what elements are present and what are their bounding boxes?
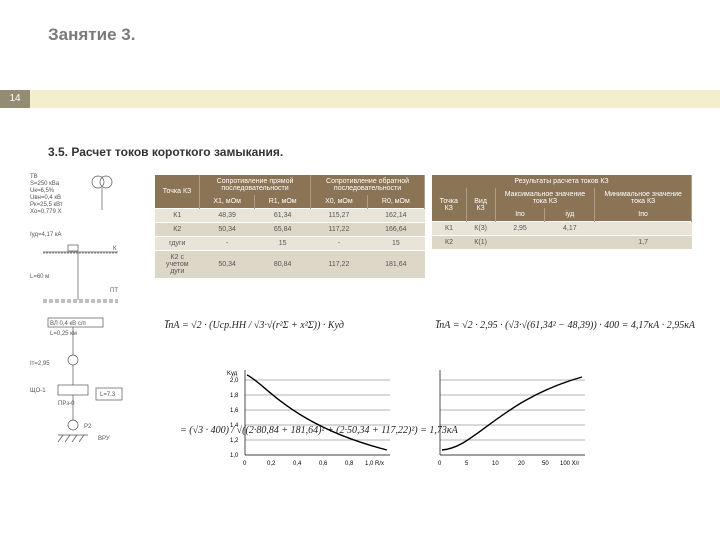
formula-1-left: I̅пА = √2 · (Uср.НН / √3·√(r²Σ + x²Σ)) ·… — [165, 320, 344, 331]
diag-lbl: Xо=0,779 Х — [30, 209, 62, 215]
tbl-right-body: К1К(3)2,954,17 К2К(1)1,7 — [432, 222, 692, 250]
diag-lbl: L=60 м — [30, 274, 49, 280]
th-r0: R0, мОм — [367, 195, 424, 209]
table-row: К1К(3)2,954,17 — [432, 222, 692, 236]
diag-lbl: ЩО-1 — [30, 388, 46, 394]
section-heading: 3.5. Расчет токов короткого замыкания. — [48, 145, 283, 159]
svg-text:1,0: 1,0 — [230, 453, 239, 459]
th-max: Максимальное значение тока КЗ — [495, 188, 595, 208]
svg-text:1,6: 1,6 — [230, 408, 239, 414]
table-row: rдуги-15-15 — [155, 237, 425, 251]
page-number: 14 — [0, 90, 30, 108]
graphs-row: Kуд 2,01,81,6 1,41,21,0 00,20,4 0,60,81,… — [225, 365, 590, 475]
th-x0: X0, мОм — [311, 195, 368, 209]
page-strip — [0, 90, 720, 108]
resistance-table: Точка КЗ Сопротивление прямой последоват… — [155, 175, 425, 278]
diag-lbl: Iуд=4,17 кА — [30, 232, 61, 238]
circuit-diagram: ТВ S=250 кВа Uк=6,5% Uвн=0,4 кВ Рк=25,5 … — [28, 170, 148, 450]
graph-left: Kуд 2,01,81,6 1,41,21,0 00,20,4 0,60,81,… — [225, 365, 395, 475]
diag-lbl: Uвн=0,4 кВ — [30, 195, 61, 201]
formula-row-2: = (√3 · 400) / √((2·80,84 + 181,64)² + (… — [180, 425, 690, 436]
diag-lbl: Р2 — [84, 424, 92, 430]
diag-lbl: S=250 кВа — [30, 181, 60, 187]
th-iud: iуд — [545, 208, 595, 222]
diag-lbl: ПТ — [110, 288, 118, 294]
svg-text:10: 10 — [492, 461, 499, 467]
svg-text:100 X/r: 100 X/r — [560, 461, 579, 467]
diag-lbl: ТВ — [30, 174, 38, 180]
diag-lbl: Uк=6,5% — [30, 188, 55, 194]
diag-lbl: ВЛ 0,4 кВ с/п — [50, 321, 86, 327]
svg-text:0,8: 0,8 — [345, 461, 354, 467]
th-pt: Точка КЗ — [432, 188, 466, 222]
graph-right: 0510 2050100 X/r — [420, 365, 590, 475]
th-pos-seq: Сопротивление прямой последовательности — [200, 175, 311, 195]
svg-text:1,8: 1,8 — [230, 393, 239, 399]
slide-title: Занятие 3. — [48, 25, 135, 45]
diag-lbl: L=0,25 км — [50, 331, 77, 337]
formula-1-right: I̅пА = √2 · 2,95 · (√3·√(61,34² − 48,39)… — [436, 320, 695, 331]
diag-lbl: L=7,3 — [100, 392, 116, 398]
formula-2: = (√3 · 400) / √((2·80,84 + 181,64)² + (… — [180, 425, 458, 436]
tbl-left-body: К148,3961,34115,27162,14 К250,3465,84117… — [155, 209, 425, 279]
diag-lbl: Iт=2,95 — [30, 361, 50, 367]
svg-text:2,0: 2,0 — [230, 378, 239, 384]
th-r1: R1, мОм — [255, 195, 311, 209]
diag-lbl: К — [113, 246, 117, 252]
svg-text:0,6: 0,6 — [319, 461, 328, 467]
diag-lbl: ВРУ — [98, 436, 110, 442]
svg-text:50: 50 — [542, 461, 549, 467]
th-results-title: Результаты расчета токов КЗ — [432, 175, 692, 188]
th-point: Точка КЗ — [155, 175, 200, 209]
table-row: К148,3961,34115,27162,14 — [155, 209, 425, 223]
svg-text:Kуд: Kуд — [227, 371, 238, 377]
th-ipo2: Iпо — [595, 208, 692, 222]
th-kind: Вид КЗ — [466, 188, 495, 222]
svg-text:1,2: 1,2 — [230, 438, 239, 444]
th-ipo: Iпо — [495, 208, 545, 222]
formula-row-1: I̅пА = √2 · (Uср.НН / √3·√(r²Σ + x²Σ)) ·… — [165, 320, 695, 331]
diag-lbl: Рк=25,5 кВт — [30, 202, 63, 208]
table-row: К250,3465,84117,22166,64 — [155, 223, 425, 237]
svg-text:1,0 R/x: 1,0 R/x — [365, 461, 384, 467]
th-neg-seq: Сопротивление обратной последовательност… — [311, 175, 425, 195]
results-table: Результаты расчета токов КЗ Точка КЗ Вид… — [432, 175, 692, 249]
th-x1: X1, мОм — [200, 195, 255, 209]
svg-text:0,2: 0,2 — [267, 461, 276, 467]
diag-lbl: ПРз-0 — [58, 401, 75, 407]
th-min: Минимальное значение тока КЗ — [595, 188, 692, 208]
table-row: К2К(1)1,7 — [432, 236, 692, 250]
svg-text:20: 20 — [518, 461, 525, 467]
svg-text:0,4: 0,4 — [293, 461, 302, 467]
table-row: К2 с учетом дуги50,3480,84117,22181,64 — [155, 251, 425, 279]
